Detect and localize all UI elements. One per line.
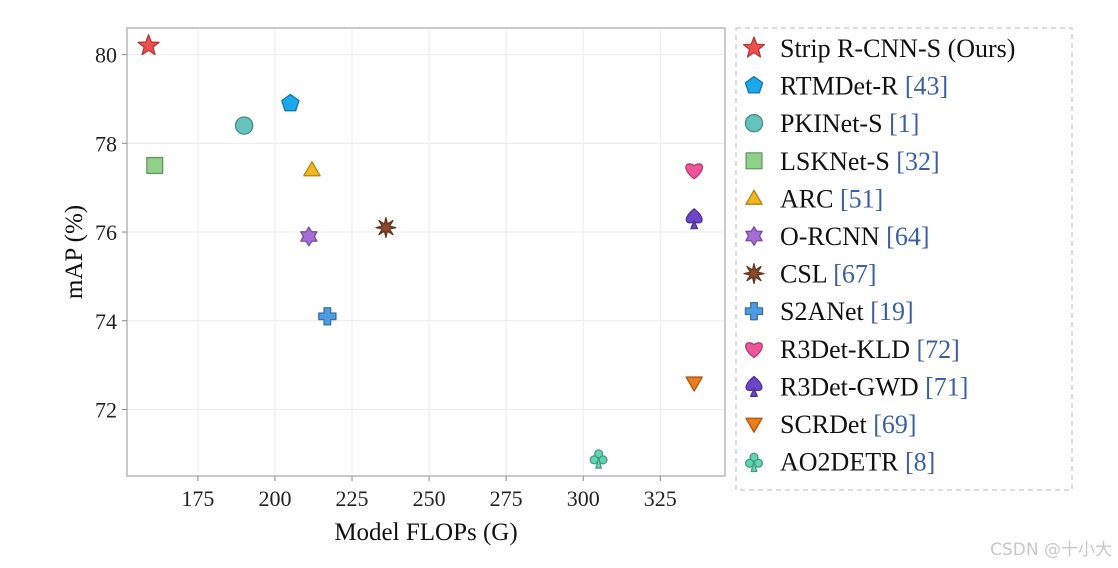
- hexagram-icon: [745, 225, 763, 247]
- legend-entry-csl: CSL [67]: [743, 260, 877, 289]
- watermark-text: CSDN @十小大: [990, 540, 1112, 560]
- pentagon-icon: [744, 75, 764, 94]
- legend-label: SCRDet [69]: [780, 410, 917, 439]
- grid-lines: [127, 28, 725, 476]
- legend: Strip R-CNN-S (Ours) RTMDet-R [43] PKINet-…: [742, 34, 1015, 477]
- legend-citation: [67]: [827, 260, 877, 289]
- y-axis-ticks: 72 74 76 78 80: [95, 43, 127, 422]
- legend-entry-strip-r-cnn-s-ours: Strip R-CNN-S (Ours): [742, 34, 1015, 63]
- data-point-strip-r-cnn-s-ours-star-icon: [137, 34, 160, 56]
- legend-entry-arc: ARC [51]: [745, 184, 883, 213]
- legend-label: AO2DETR [8]: [780, 448, 935, 477]
- legend-label: CSL [67]: [780, 260, 877, 289]
- x-tick-label: 275: [490, 486, 523, 511]
- spade-icon: [745, 375, 763, 397]
- legend-label: S2ANet [19]: [780, 297, 914, 326]
- legend-label: LSKNet-S [32]: [780, 147, 940, 176]
- triangle-up-icon: [745, 189, 763, 205]
- legend-label: ARC [51]: [780, 184, 883, 213]
- legend-entry-rtmdet-r: RTMDet-R [43]: [744, 72, 948, 101]
- legend-label: R3Det-GWD [71]: [780, 372, 968, 401]
- y-tick-label: 80: [95, 43, 117, 68]
- legend-citation: [51]: [833, 184, 883, 213]
- legend-citation: [43]: [898, 72, 948, 101]
- y-tick-label: 72: [95, 397, 117, 422]
- data-point-s2anet-cross-icon: [318, 307, 337, 326]
- legend-frame: [735, 27, 1073, 491]
- legend-entry-r3det-kld: R3Det-KLD [72]: [745, 335, 960, 364]
- circle-icon: [744, 113, 764, 133]
- data-point-o-rcnn-hexagram-icon: [300, 226, 318, 247]
- x-tick-label: 325: [644, 486, 677, 511]
- square-icon: [745, 152, 763, 170]
- legend-citation: [1]: [883, 109, 920, 138]
- data-point-r3det-kld-heart-icon: [685, 163, 704, 180]
- legend-citation: [19]: [864, 297, 914, 326]
- data-point-r3det-gwd-spade-icon: [685, 208, 703, 230]
- legend-entry-lsknet-s: LSKNet-S [32]: [745, 147, 940, 176]
- data-point-rtmdet-r-pentagon-icon: [281, 93, 300, 112]
- legend-label: RTMDet-R [43]: [780, 72, 948, 101]
- legend-citation: [72]: [910, 335, 960, 364]
- plot-frame: [126, 27, 726, 477]
- legend-entry-o-rcnn: O-RCNN [64]: [745, 222, 930, 251]
- x-axis-ticks: 175 200 225 250 275 300 325: [181, 476, 677, 511]
- data-point-pkinet-s-circle-icon: [234, 116, 254, 135]
- x-tick-label: 300: [567, 486, 600, 511]
- asterisk-icon: [743, 263, 765, 285]
- data-point-lsknet-s-square-icon: [146, 156, 164, 175]
- x-axis-title: Model FLOPs (G): [334, 519, 517, 546]
- y-axis-title: mAP (%): [61, 205, 88, 299]
- data-point-csl-asterisk-icon: [375, 217, 397, 239]
- legend-label: Strip R-CNN-S (Ours): [780, 34, 1015, 63]
- legend-citation: [64]: [880, 222, 930, 251]
- legend-label: PKINet-S [1]: [780, 109, 919, 138]
- y-tick-label: 78: [95, 131, 117, 156]
- club-icon: [744, 452, 764, 473]
- y-tick-label: 74: [95, 309, 117, 334]
- data-point-ao2detr-club-icon: [589, 449, 608, 469]
- y-tick-label: 76: [95, 220, 117, 245]
- legend-entry-pkinet-s: PKINet-S [1]: [744, 109, 919, 138]
- legend-label: O-RCNN [64]: [780, 222, 930, 251]
- data-points: [137, 34, 704, 469]
- triangle-down-icon: [745, 417, 763, 433]
- legend-entry-s2anet: S2ANet [19]: [744, 297, 914, 326]
- legend-citation: [69]: [867, 410, 917, 439]
- data-point-arc-triangle-up-icon: [303, 161, 321, 177]
- legend-entry-scrdet: SCRDet [69]: [745, 410, 917, 439]
- heart-icon: [745, 342, 763, 359]
- x-tick-label: 225: [336, 486, 369, 511]
- legend-citation: [8]: [898, 448, 935, 477]
- legend-citation: [71]: [919, 372, 969, 401]
- x-tick-label: 200: [258, 486, 291, 511]
- legend-label: R3Det-KLD [72]: [780, 335, 960, 364]
- cross-icon: [744, 301, 764, 321]
- data-point-scrdet-triangle-down-icon: [685, 376, 703, 392]
- legend-entry-ao2detr: AO2DETR [8]: [744, 448, 935, 477]
- star-icon: [742, 36, 766, 58]
- x-tick-label: 175: [181, 486, 214, 511]
- legend-entry-r3det-gwd: R3Det-GWD [71]: [745, 372, 968, 401]
- x-tick-label: 250: [413, 486, 446, 511]
- legend-citation: [32]: [890, 147, 940, 176]
